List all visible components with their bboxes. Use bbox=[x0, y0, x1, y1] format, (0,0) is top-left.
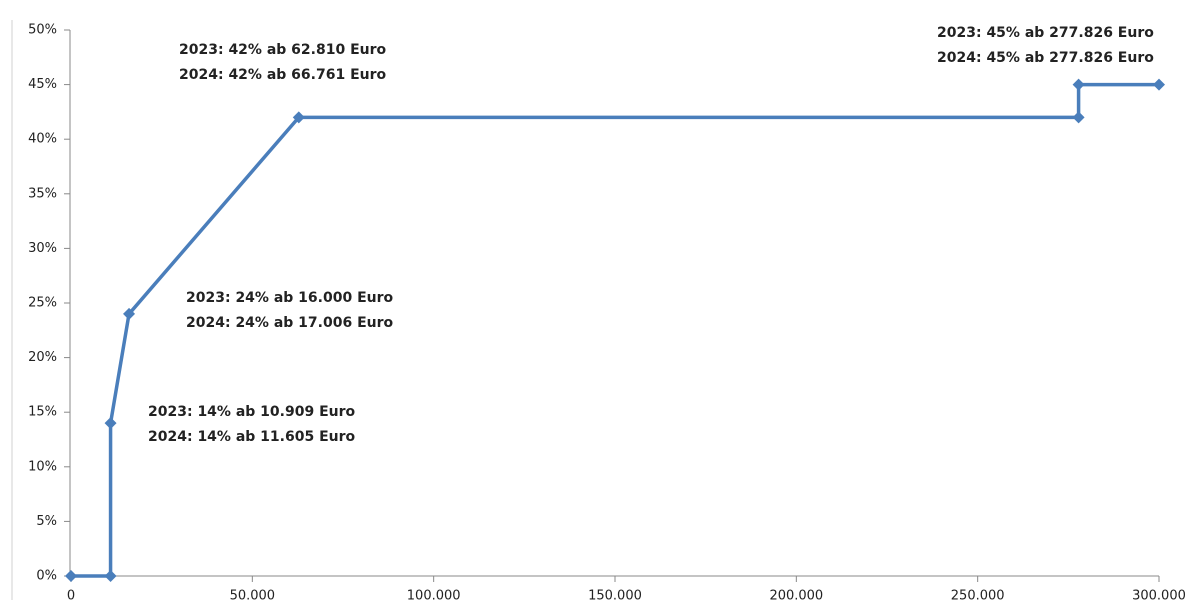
y-tick-label: 15% bbox=[28, 405, 57, 420]
x-tick-label: 50.000 bbox=[230, 589, 276, 604]
y-tick-label: 10% bbox=[28, 459, 57, 474]
annotation: 2024: 14% ab 11.605 Euro bbox=[148, 429, 355, 445]
data-point bbox=[292, 111, 305, 124]
x-tick-label: 150.000 bbox=[588, 589, 642, 604]
annotation: 2023: 14% ab 10.909 Euro bbox=[148, 404, 355, 420]
y-tick-label: 50% bbox=[28, 23, 57, 38]
y-tick-label: 20% bbox=[28, 350, 57, 365]
y-tick-label: 25% bbox=[28, 296, 57, 311]
data-point bbox=[123, 307, 136, 320]
annotation: 2023: 42% ab 62.810 Euro bbox=[179, 42, 386, 58]
y-tick-label: 5% bbox=[36, 514, 57, 529]
data-point bbox=[65, 570, 77, 582]
data-point bbox=[1153, 78, 1165, 91]
data-point bbox=[1072, 111, 1085, 124]
x-tick-label: 300.000 bbox=[1132, 589, 1186, 604]
x-tick-label: 100.000 bbox=[407, 589, 461, 604]
data-point bbox=[104, 570, 117, 582]
y-tick-label: 40% bbox=[28, 132, 57, 147]
annotation: 2024: 42% ab 66.761 Euro bbox=[179, 67, 386, 83]
annotation: 2023: 45% ab 277.826 Euro bbox=[937, 25, 1154, 41]
annotation: 2023: 24% ab 16.000 Euro bbox=[186, 290, 393, 306]
x-tick-label: 250.000 bbox=[951, 589, 1005, 604]
x-tick-label: 200.000 bbox=[769, 589, 823, 604]
data-point bbox=[1072, 78, 1085, 91]
annotation: 2024: 24% ab 17.006 Euro bbox=[186, 315, 393, 331]
y-tick-label: 30% bbox=[28, 241, 57, 256]
y-tick-label: 0% bbox=[36, 569, 57, 584]
annotation: 2024: 45% ab 277.826 Euro bbox=[937, 50, 1154, 66]
y-tick-label: 45% bbox=[28, 77, 57, 92]
x-tick-label: 0 bbox=[67, 589, 75, 604]
data-point bbox=[104, 417, 117, 430]
y-tick-label: 35% bbox=[28, 186, 57, 201]
